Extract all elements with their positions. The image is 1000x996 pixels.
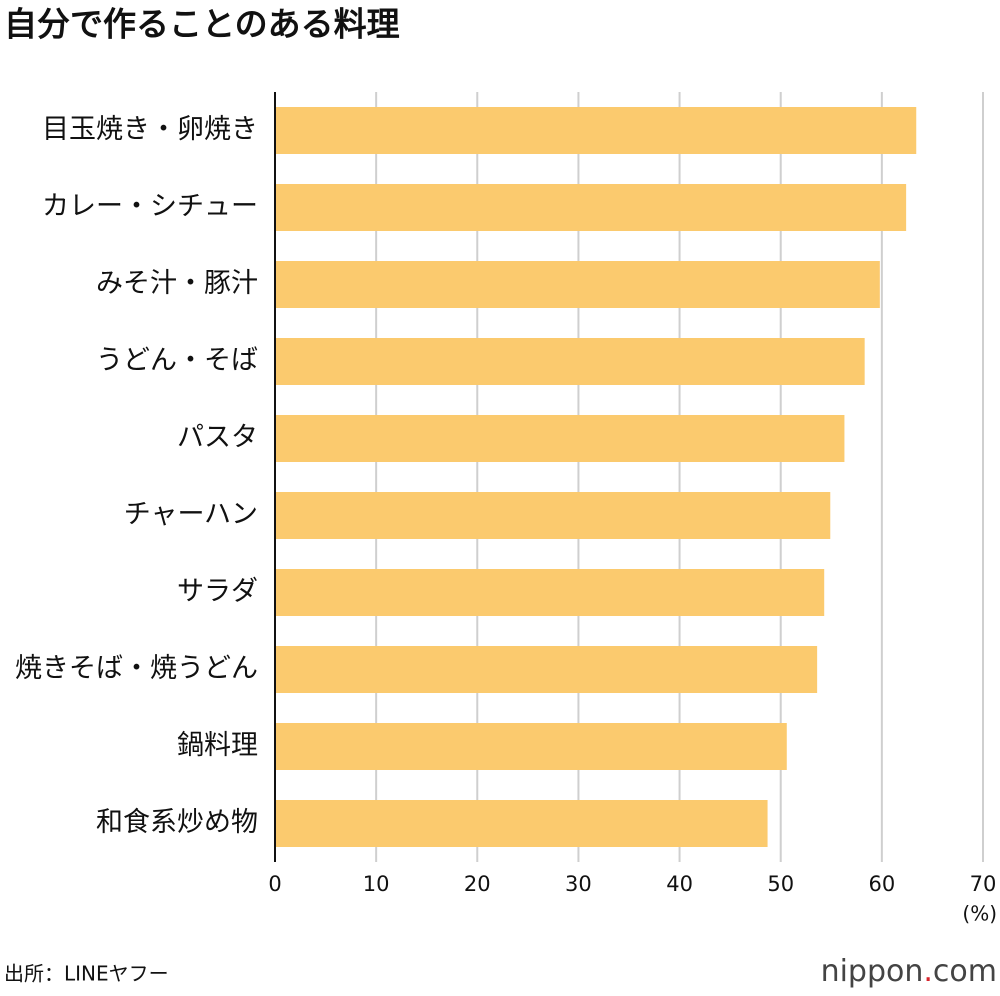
bar xyxy=(275,338,865,385)
chart-title: 自分で作ることのある料理 xyxy=(4,5,400,44)
bar xyxy=(275,261,880,308)
bar xyxy=(275,184,907,231)
x-unit: (%) xyxy=(962,902,997,926)
x-tick-label: 10 xyxy=(363,872,390,896)
logo-part: . xyxy=(923,954,933,989)
x-tick-label: 60 xyxy=(868,872,895,896)
y-tick-label: みそ汁・豚汁 xyxy=(96,268,258,299)
bar xyxy=(275,107,917,154)
x-tick-label: 20 xyxy=(464,872,491,896)
logo-part: nippon xyxy=(821,954,924,989)
logo: nippon.com xyxy=(821,954,997,989)
bar xyxy=(275,723,787,770)
bar xyxy=(275,646,818,693)
bar xyxy=(275,569,825,616)
y-tick-label: 和食系炒め物 xyxy=(96,807,258,838)
x-tick-label: 30 xyxy=(565,872,592,896)
y-tick-label: うどん・そば xyxy=(96,345,258,376)
y-tick-label: サラダ xyxy=(177,576,258,607)
x-tick-label: 40 xyxy=(666,872,693,896)
y-tick-label: 鍋料理 xyxy=(177,730,258,761)
x-tick-label: 70 xyxy=(970,872,997,896)
source: 出所：LINEヤフー xyxy=(4,962,169,986)
x-tick-label: 50 xyxy=(767,872,794,896)
y-tick-label: カレー・シチュー xyxy=(42,191,258,222)
y-tick-label: パスタ xyxy=(177,422,258,453)
logo-part: com xyxy=(933,954,997,989)
y-tick-label: 目玉焼き・卵焼き xyxy=(42,114,258,145)
bar xyxy=(275,800,768,847)
x-tick-label: 0 xyxy=(268,872,281,896)
bar xyxy=(275,415,845,462)
y-tick-label: 焼きそば・焼うどん xyxy=(15,653,258,684)
bar xyxy=(275,492,831,539)
y-tick-label: チャーハン xyxy=(124,499,258,530)
